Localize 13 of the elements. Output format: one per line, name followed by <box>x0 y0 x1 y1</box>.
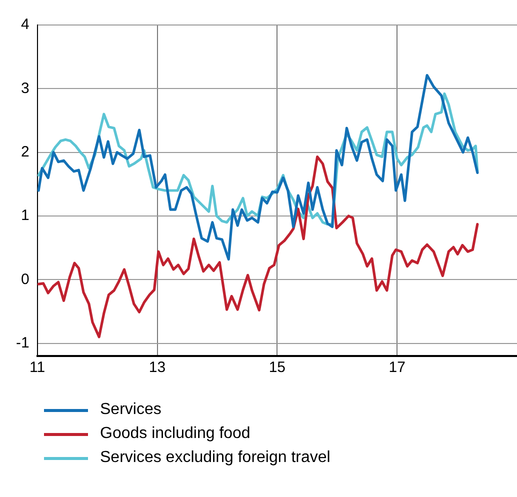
legend-label: Goods including food <box>100 425 250 443</box>
y-tick-label: 4 <box>20 16 30 34</box>
x-tick-label: 13 <box>148 359 166 376</box>
legend-label: Services excluding foreign travel <box>100 449 330 467</box>
y-tick-label: 0 <box>20 270 30 288</box>
legend-label: Services <box>100 401 162 419</box>
y-tick-label: 3 <box>20 80 30 97</box>
x-tick-label: 17 <box>388 359 406 376</box>
x-tick-label: 11 <box>30 359 46 376</box>
y-tick-label: -1 <box>16 334 30 352</box>
y-tick-label: 2 <box>20 143 30 160</box>
y-tick-label: 1 <box>20 207 30 224</box>
x-tick-label: 15 <box>268 359 286 376</box>
